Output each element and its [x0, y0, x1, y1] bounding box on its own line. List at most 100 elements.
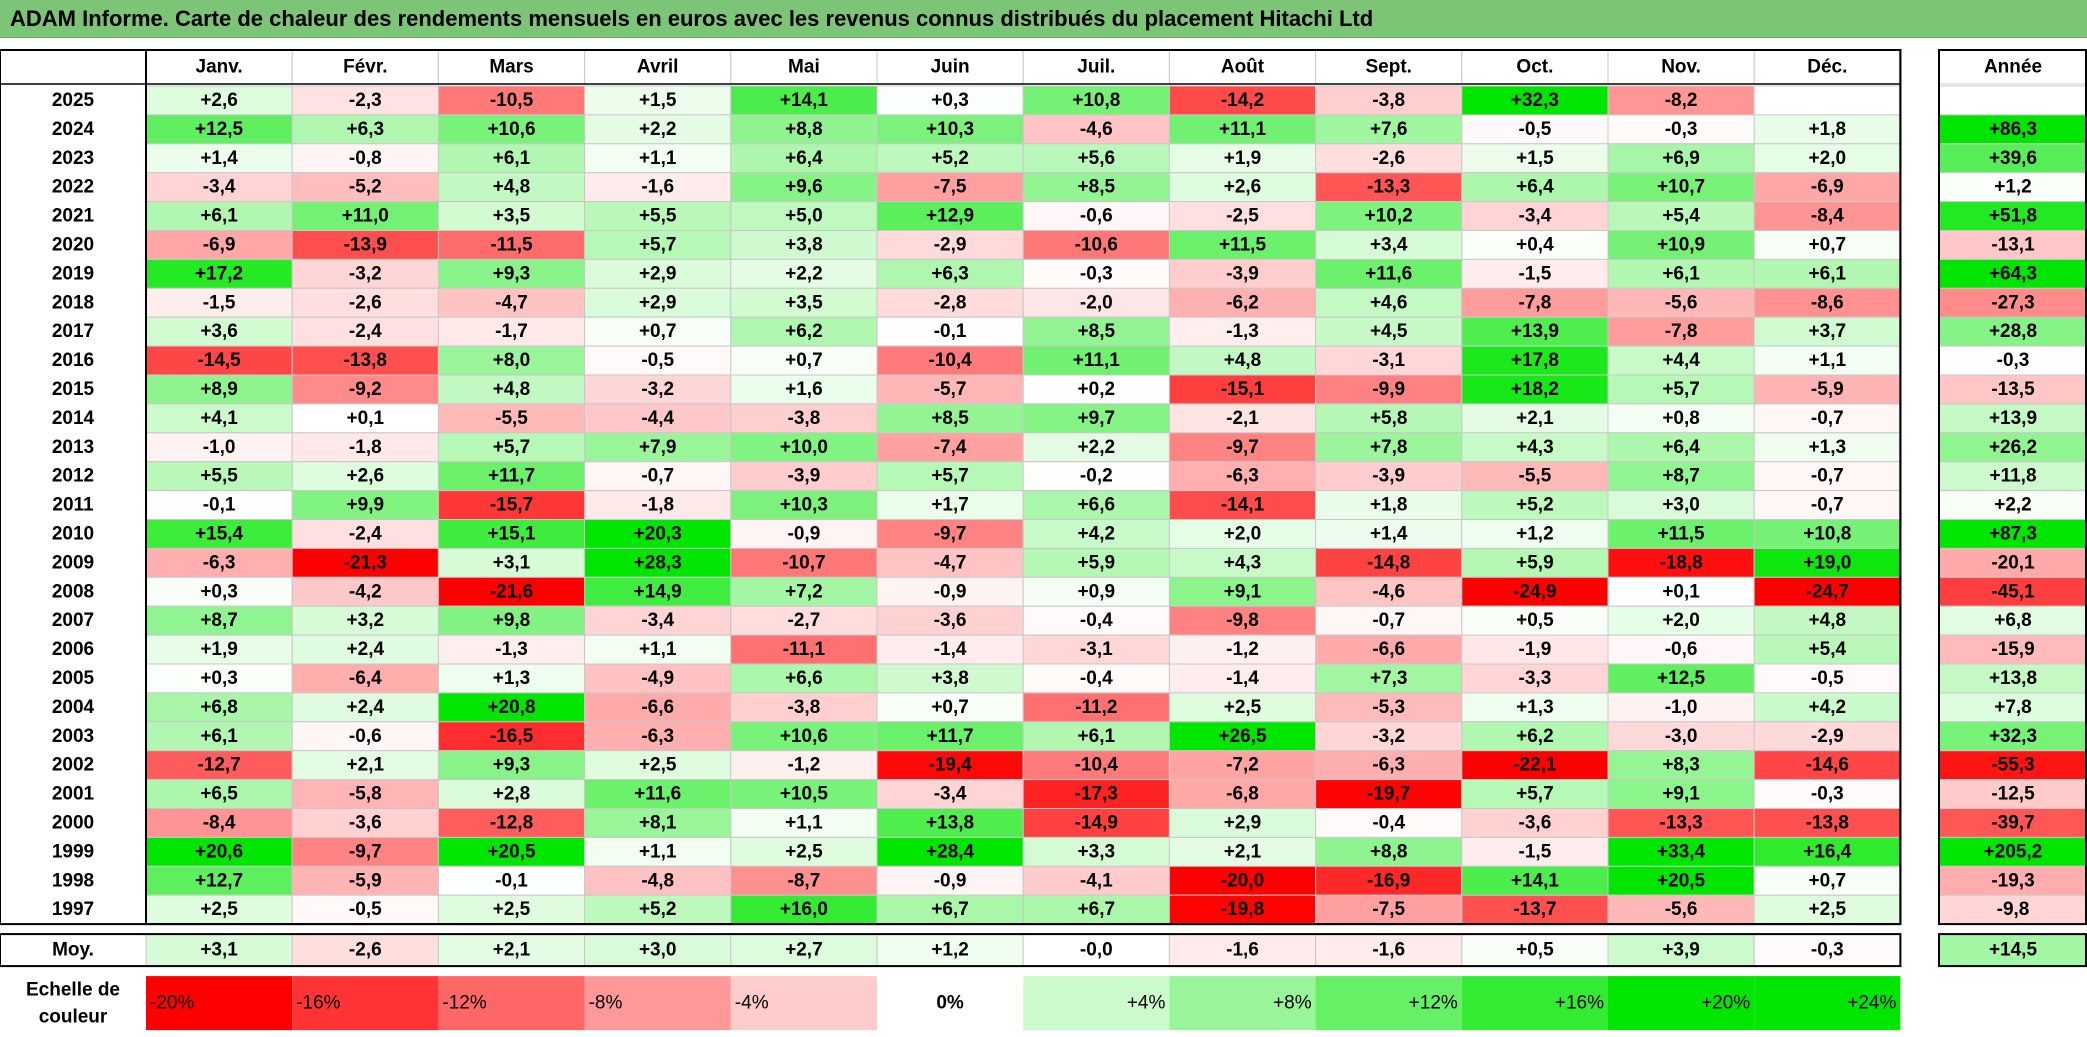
cell-value: -4,8	[641, 870, 674, 891]
row-year-label: 2003	[52, 726, 94, 747]
heatmap-cell	[1461, 721, 1609, 752]
heatmap-cell	[1607, 865, 1755, 896]
cell-value: +5,9	[1078, 552, 1116, 573]
heatmap-cell	[437, 721, 586, 752]
cell-value: +7,9	[639, 437, 677, 458]
month-header-cell	[291, 49, 439, 85]
heatmap-cell	[1315, 836, 1463, 867]
cell-value: +0,9	[1078, 581, 1116, 602]
year-column-border	[1938, 49, 2087, 926]
cell-value: -0,1	[495, 870, 528, 891]
heatmap-cell	[1022, 432, 1170, 463]
heatmap-cell	[1315, 201, 1463, 232]
month-header: Nov.	[1661, 57, 1701, 78]
heatmap-cell	[876, 865, 1024, 896]
cell-value: -0,9	[934, 581, 967, 602]
heatmap-cell	[730, 865, 878, 896]
cell-value: +6,2	[1516, 726, 1554, 747]
month-header: Juin	[931, 57, 970, 78]
cell-value: +8,0	[493, 350, 531, 371]
cell-value: +11,1	[1219, 119, 1266, 140]
cell-value: +1,2	[1516, 523, 1554, 544]
cell-value: +1,4	[200, 148, 238, 169]
annual-value: +13,9	[1989, 408, 2037, 429]
cell-value: +0,7	[1809, 234, 1847, 255]
annual-cell	[1938, 432, 2087, 463]
heatmap-cell	[584, 547, 732, 578]
heatmap-cell	[1022, 519, 1170, 549]
heatmap-cell	[1168, 114, 1317, 145]
cell-value: +11,6	[634, 784, 681, 805]
cell-value: +6,1	[1662, 263, 1700, 284]
heatmap-cell	[437, 114, 586, 145]
average-value: -2,6	[349, 940, 382, 961]
cell-value: +5,7	[639, 234, 677, 255]
average-annual-value: +14,5	[1989, 940, 2038, 961]
heatmap-cell	[1022, 634, 1170, 665]
annual-value: -20,1	[1991, 552, 2035, 573]
cell-value: -16,5	[490, 726, 534, 747]
annual-value: +7,8	[1994, 697, 2032, 718]
row-year-label: 2014	[52, 408, 95, 429]
annual-value: -0,3	[1997, 350, 2030, 371]
annual-value: +13,8	[1989, 668, 2037, 689]
cell-value: -4,9	[641, 668, 674, 689]
color-scale-swatch	[1169, 976, 1316, 1031]
cell-value: +4,8	[493, 177, 531, 198]
heatmap-cell	[1168, 779, 1317, 809]
cell-value: +1,1	[639, 639, 677, 660]
heatmap-cell	[730, 490, 878, 521]
heatmap-cell	[437, 663, 586, 694]
heatmap-cell	[1461, 85, 1609, 116]
cell-value: +5,5	[200, 466, 238, 487]
heatmap-cell	[584, 432, 732, 463]
cell-value: +11,7	[488, 466, 535, 487]
average-annual-cell	[1938, 933, 2087, 967]
heatmap-cell	[437, 750, 586, 781]
page-title: ADAM Informe. Carte de chaleur des rende…	[10, 6, 1374, 31]
cell-value: +8,5	[1078, 177, 1116, 198]
cell-value: -1,8	[641, 495, 674, 516]
annual-cell	[1938, 85, 2087, 116]
row-year-label: 2010	[52, 523, 94, 544]
heatmap-cell	[291, 808, 439, 838]
month-header-cell	[730, 49, 878, 85]
heatmap-cell	[584, 836, 732, 867]
heatmap-cell	[584, 692, 732, 723]
cell-value: -1,5	[203, 292, 236, 313]
cell-value: +1,5	[639, 90, 677, 111]
cell-value: +10,3	[780, 495, 828, 516]
heatmap-cell	[730, 172, 878, 203]
heatmap-cell	[730, 374, 878, 405]
title-bar: ADAM Informe. Carte de chaleur des rende…	[0, 0, 2087, 38]
heatmap-cell	[145, 894, 293, 925]
cell-value: +5,7	[931, 466, 969, 487]
annual-cell	[1938, 374, 2087, 405]
color-scale-step-label: +16%	[1555, 993, 1604, 1014]
heatmap-cell	[1461, 461, 1609, 492]
heatmap-cell	[291, 461, 439, 492]
heatmap-cell	[1753, 894, 1901, 925]
heatmap-cell	[1168, 258, 1317, 289]
cell-value: +6,6	[785, 668, 823, 689]
cell-value: -19,4	[928, 755, 972, 776]
cell-value: +8,5	[931, 408, 969, 429]
cell-value: +9,3	[493, 755, 531, 776]
cell-value: +5,4	[1809, 639, 1847, 660]
heatmap-cell	[1461, 374, 1609, 405]
heatmap-cell	[730, 576, 878, 607]
annual-cell	[1938, 172, 2087, 203]
annual-cell	[1938, 779, 2087, 809]
heatmap-cell	[1315, 894, 1463, 925]
cell-value: -1,2	[788, 755, 821, 776]
cell-value: +5,7	[1516, 784, 1554, 805]
cell-value: -4,6	[1080, 119, 1113, 140]
cell-value: +0,7	[785, 350, 823, 371]
cell-value: +9,7	[1078, 408, 1116, 429]
cell-value: -11,1	[783, 639, 826, 660]
cell-value: -2,3	[349, 90, 382, 111]
heatmap-cell	[1022, 316, 1170, 347]
cell-value: +2,5	[493, 899, 531, 920]
cell-value: -5,9	[349, 870, 382, 891]
cell-value: -7,5	[1372, 899, 1405, 920]
